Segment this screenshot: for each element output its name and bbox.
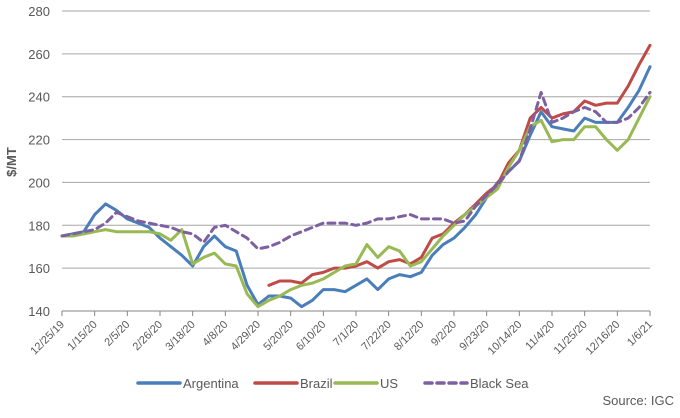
source-note: Source: IGC [602,393,674,408]
x-tick-label: 3/18/20 [163,319,197,353]
x-tick-label: 1/15/20 [65,319,99,353]
y-tick-label: 280 [28,4,50,19]
x-axis: 12/25/191/15/20 2/5/202/26/203/18/20 4/8/2… [28,311,655,357]
legend-label: Black Sea [470,376,529,391]
x-tick-label: 9/2/20 [429,319,459,349]
y-tick-label: 240 [28,90,50,105]
series-line-black-sea [60,90,652,251]
legend: Argentina Brazil US Black Sea [136,376,529,391]
x-tick-label: 4/8/20 [200,319,230,349]
x-tick-label: 12/16/20 [584,319,623,358]
x-tick-label: 8/12/20 [392,319,426,353]
x-tick-label: 7/22/20 [359,319,393,353]
y-tick-label: 140 [28,304,50,319]
series-line-argentina [60,65,652,309]
legend-label: Brazil [300,376,333,391]
series-lines [60,43,652,309]
y-axis-label: $/MT [4,147,19,177]
x-tick-label: 7/1/20 [331,319,361,349]
y-tick-label: 160 [28,261,50,276]
x-tick-label: 5/20/20 [261,319,295,353]
x-tick-label: 11/25/20 [552,319,590,357]
x-tick-label: 4/29/20 [229,319,263,353]
legend-label: US [380,376,398,391]
x-tick-label: 10/14/20 [486,319,525,358]
y-axis-ticks: 140 160 180 200 220 240 260 280 [28,4,50,319]
x-tick-label: 2/5/20 [102,319,132,349]
x-tick-label: 6/10/20 [294,319,328,353]
y-tick-label: 220 [28,133,50,148]
y-tick-label: 260 [28,47,50,62]
legend-label: Argentina [183,376,239,391]
x-tick-label: 12/25/19 [28,319,67,358]
x-tick-label: 1/6/21 [625,319,655,349]
series-line-us [60,95,652,309]
x-tick-label: 2/26/20 [131,319,165,353]
y-tick-label: 180 [28,218,50,233]
y-tick-label: 200 [28,175,50,190]
series-line-brazil [267,43,652,287]
